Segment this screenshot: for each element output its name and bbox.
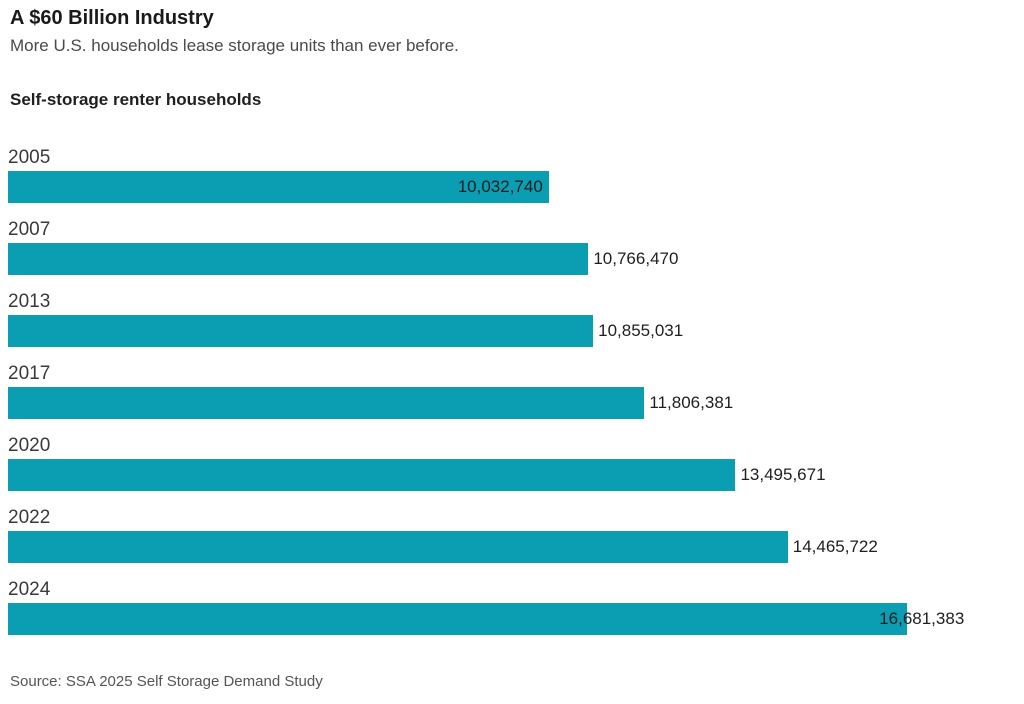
value-label: 10,032,740 xyxy=(457,177,543,196)
chart-row: 2022 14,465,722 xyxy=(8,508,1016,563)
bar xyxy=(8,387,645,419)
category-label: 2017 xyxy=(8,363,51,384)
chart-row: 2005 10,032,740 xyxy=(8,148,1016,203)
category-label: 2005 xyxy=(8,147,51,168)
bar-track: 10,855,031 xyxy=(8,315,1016,347)
bar xyxy=(8,315,594,347)
value-label: 16,681,383 xyxy=(879,609,965,628)
bar-track: 13,495,671 xyxy=(8,459,1016,491)
chart-row: 2017 11,806,381 xyxy=(8,364,1016,419)
bar-track: 16,681,383 xyxy=(8,603,1016,635)
page-title: A $60 Billion Industry xyxy=(10,7,214,29)
chart-row: 2020 13,495,671 xyxy=(8,436,1016,491)
category-label: 2022 xyxy=(8,507,51,528)
value-label: 14,465,722 xyxy=(792,537,878,556)
bar xyxy=(8,531,788,563)
bar-track: 10,766,470 xyxy=(8,243,1016,275)
value-label: 13,495,671 xyxy=(740,465,826,484)
chart-row: 2007 10,766,470 xyxy=(8,220,1016,275)
category-label: 2013 xyxy=(8,291,51,312)
chart-row: 2024 16,681,383 xyxy=(8,580,1016,635)
category-label: 2007 xyxy=(8,219,51,240)
bar: 10,032,740 xyxy=(8,171,549,203)
bar xyxy=(8,243,589,275)
chart-title: Self-storage renter households xyxy=(10,90,262,109)
source-text: Source: SSA 2025 Self Storage Demand Stu… xyxy=(10,673,323,690)
page-subtitle: More U.S. households lease storage units… xyxy=(10,36,459,55)
category-label: 2024 xyxy=(8,579,51,600)
bar-chart: 2005 10,032,740 2007 10,766,470 2013 10,855,0… xyxy=(8,148,1016,635)
bar xyxy=(8,459,736,491)
bar-track: 14,465,722 xyxy=(8,531,1016,563)
value-label: 11,806,381 xyxy=(649,393,734,412)
bar-track: 10,032,740 xyxy=(8,171,1016,203)
bar-track: 11,806,381 xyxy=(8,387,1016,419)
value-label: 10,855,031 xyxy=(598,321,684,340)
value-label: 10,766,470 xyxy=(593,249,679,268)
category-label: 2020 xyxy=(8,435,51,456)
bar xyxy=(8,603,908,635)
chart-row: 2013 10,855,031 xyxy=(8,292,1016,347)
header: A $60 Billion Industry More U.S. househo… xyxy=(8,6,1016,56)
